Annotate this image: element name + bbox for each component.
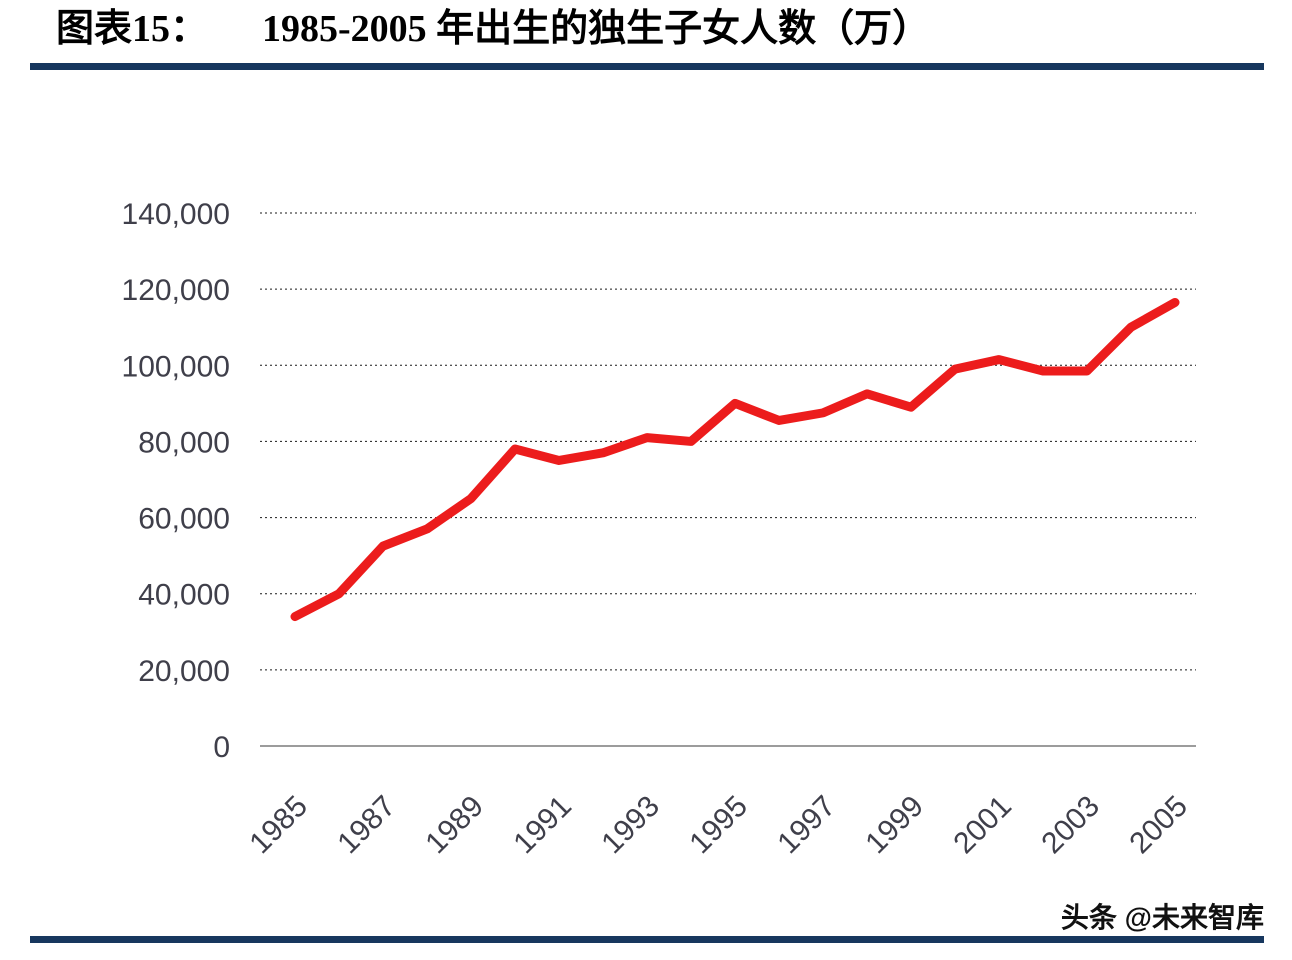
x-axis-label: 1997	[771, 790, 842, 861]
y-axis-label: 20,000	[138, 655, 230, 688]
y-axis-label: 60,000	[138, 503, 230, 536]
series-line	[290, 297, 1180, 622]
watermark: 头条 @未来智库	[1060, 902, 1264, 933]
figure-label: 图表15：	[56, 8, 209, 50]
x-axis-label: 2003	[1035, 790, 1106, 861]
x-axis-label: 1989	[419, 790, 490, 861]
line-chart: 0 20,000 40,000 60,000 80,000 100,000 120,000 1…	[122, 198, 1196, 861]
x-axis-label: 2001	[947, 790, 1018, 861]
y-axis-label: 80,000	[138, 426, 230, 459]
chart-header: 图表15： 1985-2005 年出生的独生子女人数（万）	[56, 4, 1262, 54]
x-axis-label: 1999	[859, 790, 930, 861]
y-axis-label: 100,000	[122, 350, 230, 383]
y-axis-label: 140,000	[122, 198, 230, 231]
y-axis-label: 0	[213, 731, 230, 764]
x-axis-label: 1995	[683, 790, 754, 861]
x-axis-label: 1987	[331, 790, 402, 861]
x-axis-label: 1985	[243, 790, 314, 861]
y-axis-label: 120,000	[122, 274, 230, 307]
y-axis-label: 40,000	[138, 579, 230, 612]
bottom-divider	[30, 936, 1264, 943]
x-axis-label: 2005	[1123, 790, 1194, 861]
top-divider	[30, 63, 1264, 70]
x-axis-label: 1993	[595, 790, 666, 861]
x-axis-label: 1991	[507, 790, 578, 861]
page-title: 1985-2005 年出生的独生子女人数（万）	[262, 8, 931, 50]
